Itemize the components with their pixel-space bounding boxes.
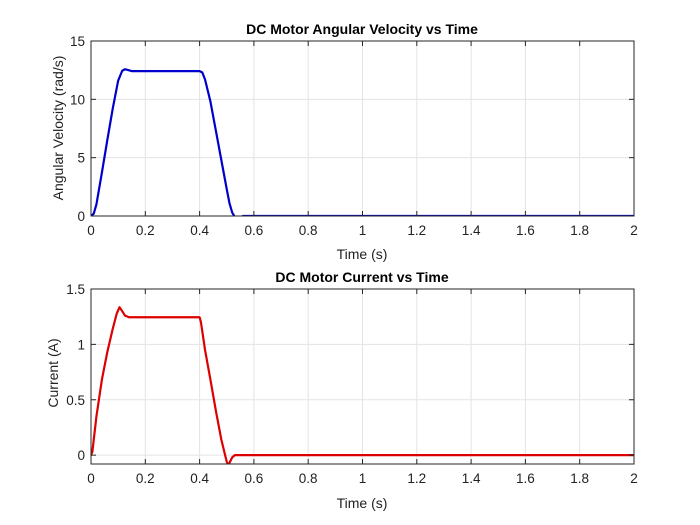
current-y-tick-label: 0.5 [66,393,85,408]
velocity-x-tick-label: 1.6 [516,223,535,238]
current-x-tick-label: 0.4 [190,471,209,486]
current-y-tick-label: 0 [77,448,85,463]
velocity-x-tick-label: 0 [87,223,95,238]
velocity-x-tick-label: 0.6 [245,223,264,238]
current-x-axis-label: Time (s) [337,495,388,511]
current-series-line-0 [91,306,634,464]
velocity-series-line-0 [91,68,634,216]
velocity-x-tick-label: 0.2 [136,223,155,238]
current-chart-title: DC Motor Current vs Time [275,269,448,285]
current-x-tick-label: 1 [359,471,367,486]
current-x-tick-label: 1.6 [516,471,535,486]
current-x-tick-label: 0 [87,471,95,486]
velocity-x-tick-label: 0.8 [299,223,318,238]
velocity-y-axis-label: Angular Velocity (rad/s) [50,56,66,201]
velocity-y-tick-label: 15 [70,34,85,49]
current-y-tick-label: 1 [77,337,85,352]
current-x-tick-label: 0.2 [136,471,155,486]
velocity-x-tick-label: 1.8 [570,223,589,238]
current-y-tick-label: 1.5 [66,282,85,297]
velocity-x-tick-label: 1.4 [462,223,481,238]
velocity-y-tick-label: 10 [70,92,85,107]
current-x-tick-label: 1.8 [570,471,589,486]
velocity-chart-title: DC Motor Angular Velocity vs Time [246,21,478,37]
velocity-subplot: DC Motor Angular Velocity vs Time Time (… [50,21,638,262]
velocity-x-tick-label: 1 [359,223,367,238]
velocity-x-tick-label: 2 [630,223,638,238]
velocity-y-tick-label: 5 [77,151,85,166]
current-x-tick-label: 0.6 [245,471,264,486]
velocity-x-axis-label: Time (s) [337,246,388,262]
current-x-tick-label: 1.4 [462,471,481,486]
current-subplot: DC Motor Current vs Time Time (s) Curren… [45,269,638,511]
velocity-x-tick-label: 0.4 [190,223,209,238]
current-x-tick-label: 1.2 [407,471,426,486]
current-y-axis-label: Current (A) [45,338,61,407]
current-x-tick-label: 2 [630,471,638,486]
current-x-tick-label: 0.8 [299,471,318,486]
velocity-x-tick-label: 1.2 [407,223,426,238]
velocity-y-tick-label: 0 [77,209,85,224]
